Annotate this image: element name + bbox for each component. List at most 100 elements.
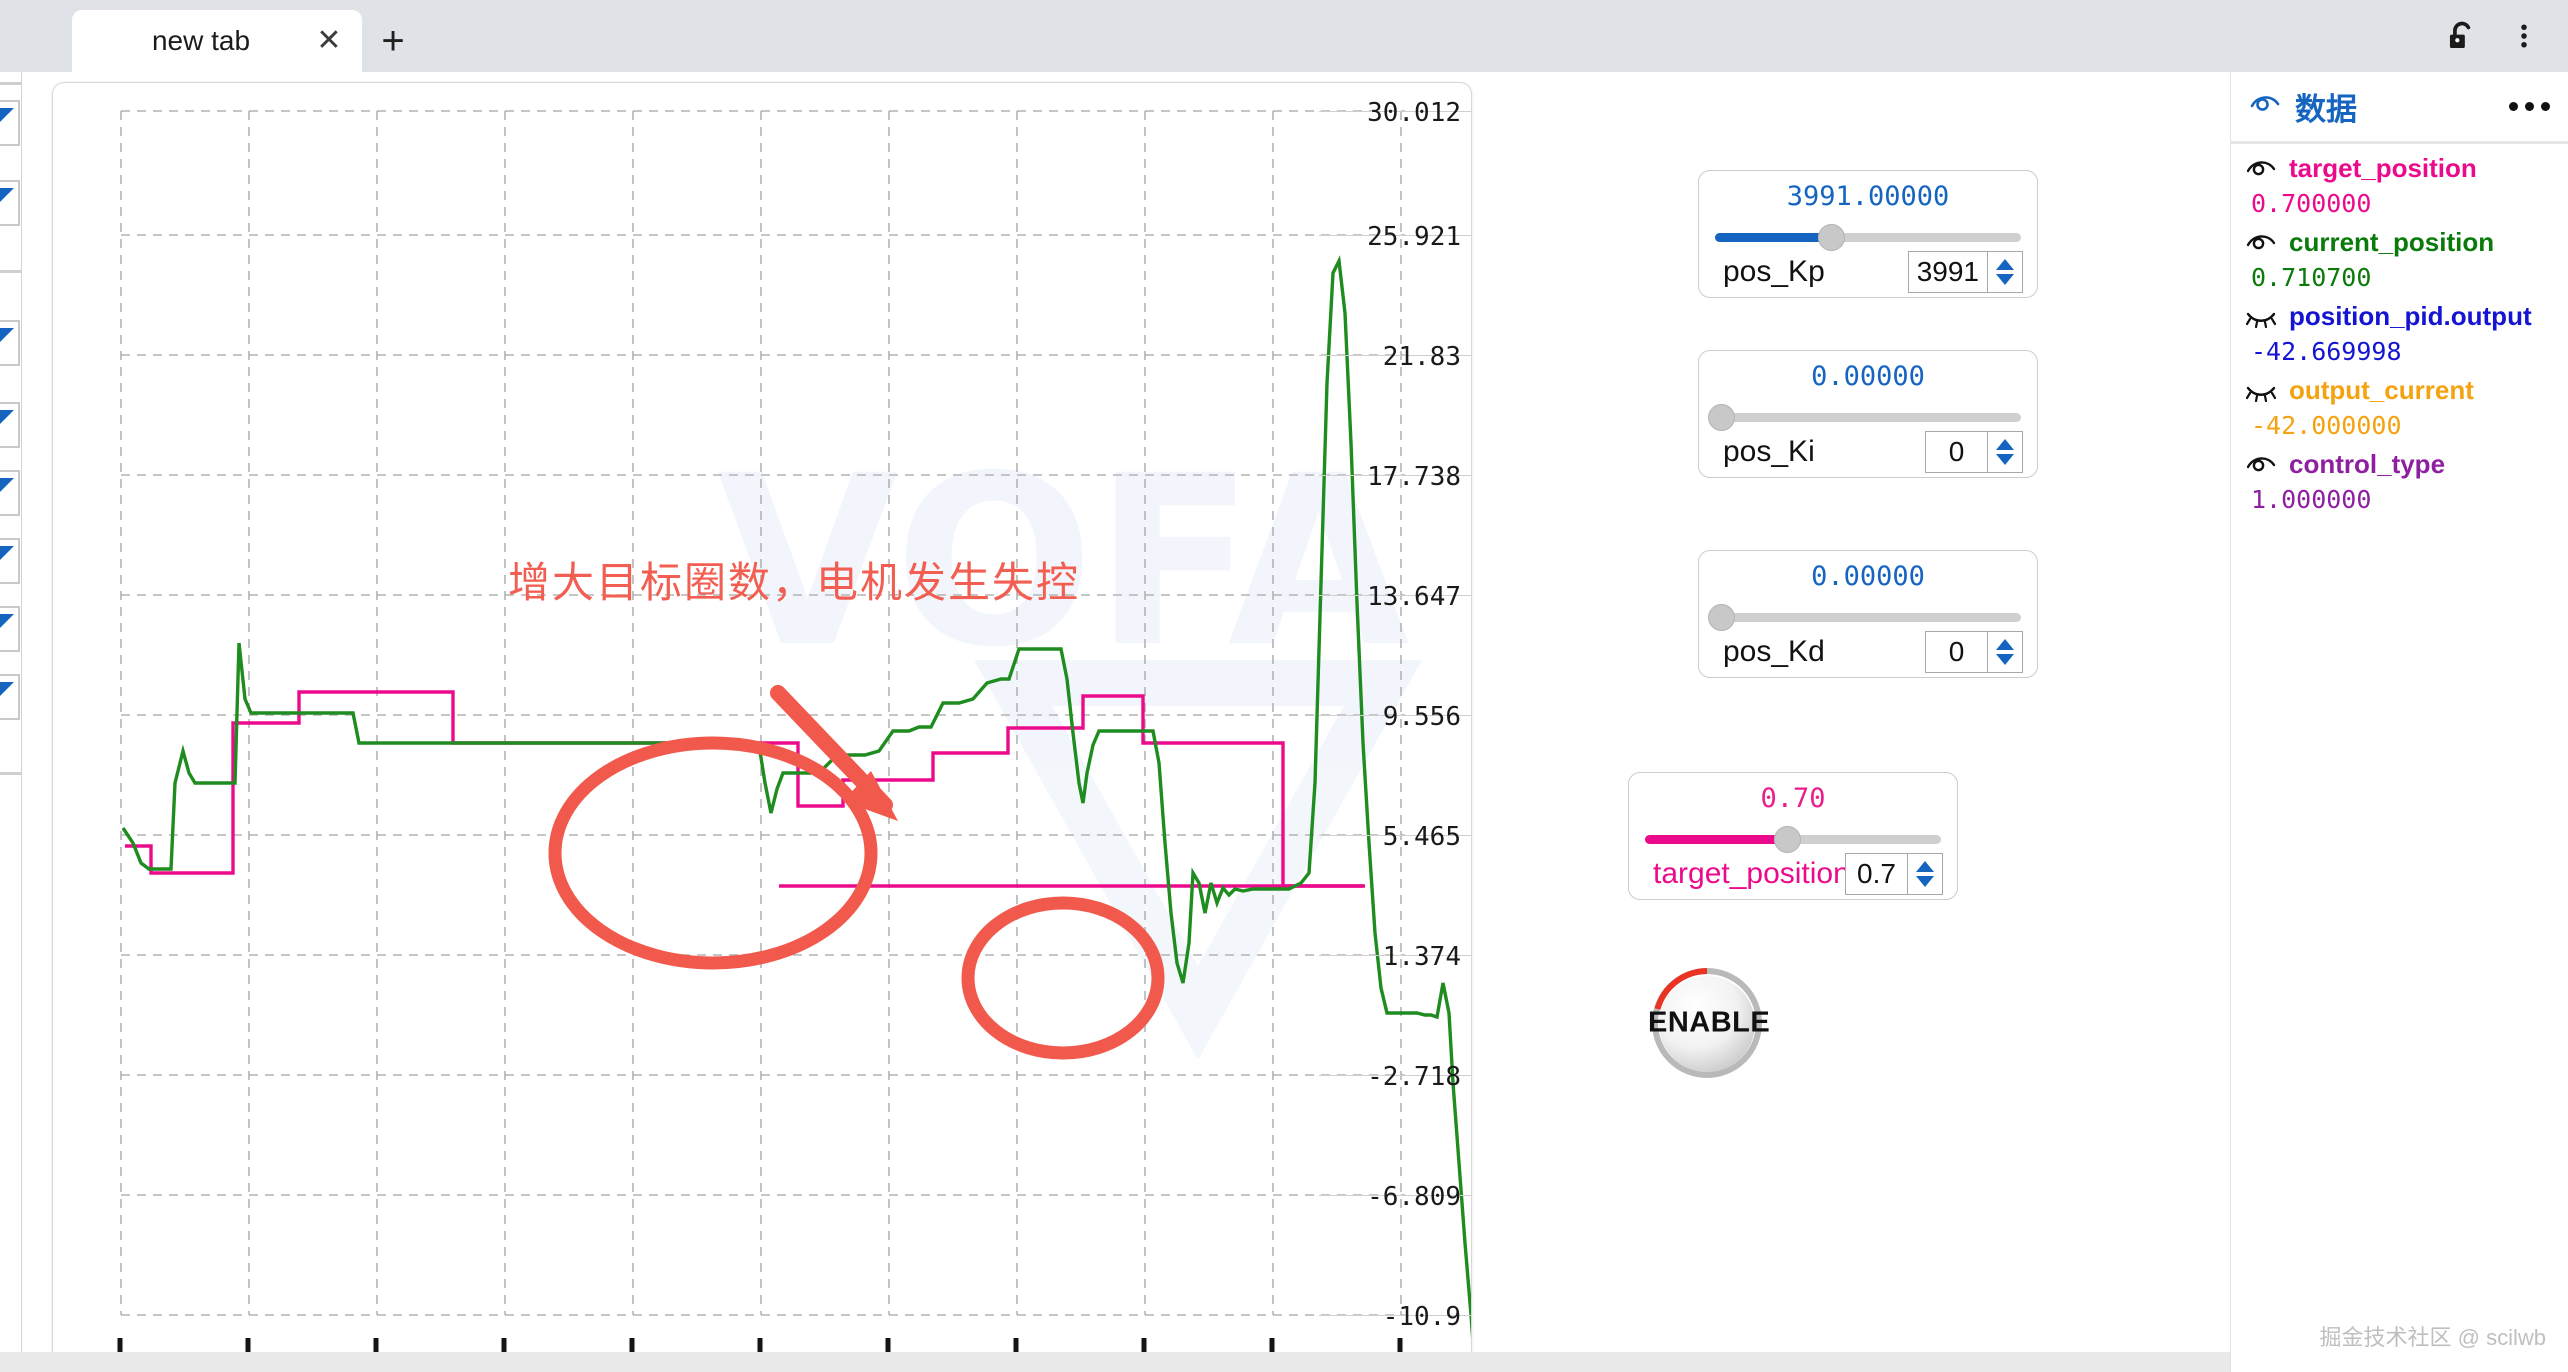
spinner-arrows[interactable] — [1988, 432, 2022, 472]
y-tick-label: -2.718 — [1367, 1062, 1461, 1092]
slider-pos-ki[interactable]: 0.00000 pos_Ki 0 — [1698, 350, 2038, 478]
rail-collapsed-item[interactable] — [0, 100, 20, 146]
spinner-arrows[interactable] — [1988, 632, 2022, 672]
tab-new-tab[interactable]: new tab ✕ — [72, 10, 362, 72]
spinner-arrows[interactable] — [1908, 854, 1942, 894]
y-tick-label: 1.374 — [1382, 942, 1461, 972]
series-target-position — [125, 690, 1363, 888]
annotation-arrow — [770, 685, 898, 821]
data-item-name: target_position — [2289, 153, 2477, 183]
slider-knob[interactable] — [1818, 224, 1846, 251]
annotation-ellipse-small — [961, 896, 1165, 1060]
y-tick-label: -10.9 — [1382, 1302, 1461, 1332]
slider-input-value[interactable]: 0 — [1926, 432, 1988, 472]
slider-knob[interactable] — [1774, 826, 1802, 853]
spinner-down-icon[interactable] — [1996, 454, 2014, 465]
horizontal-scrollbar[interactable] — [0, 1352, 2230, 1372]
y-tick-label: 25.921 — [1367, 222, 1461, 252]
eye-closed-icon[interactable] — [2245, 380, 2279, 407]
titlebar: new tab ✕ + — [0, 0, 2568, 72]
spinner-up-icon[interactable] — [1996, 639, 2014, 650]
enable-button[interactable]: ENABLE — [1648, 964, 1771, 1082]
slider-number-input[interactable]: 0 — [1925, 431, 2023, 473]
spinner-up-icon[interactable] — [1916, 861, 1934, 872]
slider-pos-kd[interactable]: 0.00000 pos_Kd 0 — [1698, 550, 2038, 678]
controls-column: 3991.00000 pos_Kp 3991 0.00000 — [1620, 72, 2100, 1372]
slider-target-position[interactable]: 0.70 target_position 0.7 — [1628, 772, 1958, 900]
eye-closed-icon[interactable] — [2245, 306, 2279, 333]
spinner-down-icon[interactable] — [1996, 654, 2014, 665]
y-tick-label: 30.012 — [1367, 98, 1461, 128]
eye-open-icon[interactable] — [2245, 232, 2279, 259]
y-tick-label: 13.647 — [1367, 582, 1461, 612]
slider-knob[interactable] — [1708, 404, 1735, 431]
tab-label: new tab — [151, 25, 251, 56]
vofa-watermark-logo: VOFA — [717, 426, 1423, 1061]
left-rail — [0, 72, 22, 1372]
data-item[interactable]: output_current -42.000000 — [2231, 366, 2568, 440]
unlock-icon[interactable] — [2442, 16, 2482, 56]
chart-panel[interactable]: VOFA — [52, 82, 1472, 1372]
slider-label: pos_Kd — [1723, 635, 1825, 668]
close-icon[interactable]: ✕ — [316, 24, 342, 57]
rail-collapsed-item[interactable] — [0, 538, 20, 584]
data-item[interactable]: target_position 0.700000 — [2231, 144, 2568, 218]
slider-knob[interactable] — [1708, 604, 1735, 631]
rail-collapsed-item[interactable] — [0, 470, 20, 516]
spinner-down-icon[interactable] — [1996, 274, 2014, 285]
plot-area: VOFA — [120, 110, 1471, 1339]
rail-collapsed-item[interactable] — [0, 606, 20, 652]
grid-lines — [120, 110, 1405, 1316]
eye-open-icon[interactable] — [2245, 158, 2279, 185]
plus-icon[interactable]: + — [381, 19, 405, 63]
slider-value-display: 0.00000 — [1811, 361, 1925, 392]
tabstrip: new tab ✕ + — [0, 0, 424, 72]
rail-collapsed-item[interactable] — [0, 674, 20, 720]
slider-input-value[interactable]: 0.7 — [1846, 854, 1908, 894]
data-item[interactable]: control_type 1.000000 — [2231, 440, 2568, 514]
y-tick-label: 21.83 — [1382, 342, 1461, 372]
rail-collapsed-item[interactable] — [0, 402, 20, 448]
data-item[interactable]: position_pid.output -42.669998 — [2231, 292, 2568, 366]
slider-track[interactable] — [1715, 224, 2021, 251]
eye-open-icon[interactable] — [2245, 454, 2279, 481]
y-axis-labels: 30.012 25.921 21.83 17.738 13.647 9.556 … — [1311, 83, 1471, 1371]
slider-track[interactable] — [1708, 404, 2021, 431]
slider-number-input[interactable]: 0 — [1925, 631, 2023, 673]
slider-track[interactable] — [1645, 826, 1941, 853]
rail-divider — [0, 270, 21, 273]
slider-number-input[interactable]: 0.7 — [1845, 853, 1943, 895]
slider-number-input[interactable]: 3991 — [1907, 251, 2023, 293]
slider-label: target_position — [1653, 857, 1850, 890]
rail-collapsed-item[interactable] — [0, 320, 20, 366]
y-tick-label: 9.556 — [1382, 702, 1461, 732]
data-item[interactable]: current_position 0.710700 — [2231, 218, 2568, 292]
data-item-name: position_pid.output — [2289, 301, 2532, 331]
kebab-menu-icon[interactable] — [2509, 102, 2550, 111]
slider-fill — [1715, 233, 1832, 242]
data-item-name: output_current — [2289, 375, 2474, 405]
eye-open-icon[interactable] — [2249, 92, 2281, 121]
kebab-menu-icon[interactable] — [2504, 16, 2544, 56]
slider-value-display: 0.70 — [1760, 783, 1826, 814]
enable-button-label: ENABLE — [1648, 1006, 1771, 1039]
slider-track[interactable] — [1708, 604, 2021, 631]
spinner-arrows[interactable] — [1988, 252, 2022, 292]
spinner-up-icon[interactable] — [1996, 439, 2014, 450]
slider-value-display: 3991.00000 — [1786, 181, 1950, 212]
spinner-up-icon[interactable] — [1996, 259, 2014, 270]
enable-knob-graphic[interactable] — [1648, 964, 1766, 1082]
data-item-value: 0.700000 — [2251, 189, 2372, 218]
titlebar-actions — [2442, 0, 2552, 72]
slider-input-value[interactable]: 0 — [1926, 632, 1988, 672]
slider-input-value[interactable]: 3991 — [1909, 252, 1988, 292]
rail-divider — [0, 82, 21, 85]
rail-collapsed-item[interactable] — [0, 180, 20, 226]
spinner-down-icon[interactable] — [1916, 876, 1934, 887]
slider-label: pos_Kp — [1723, 255, 1825, 288]
data-panel-header: 数据 — [2231, 72, 2568, 144]
slider-value-display: 0.00000 — [1811, 561, 1925, 592]
chart-annotation-text: 增大目标圈数，电机发生失控 — [508, 558, 1081, 607]
slider-pos-kp[interactable]: 3991.00000 pos_Kp 3991 — [1698, 170, 2038, 298]
